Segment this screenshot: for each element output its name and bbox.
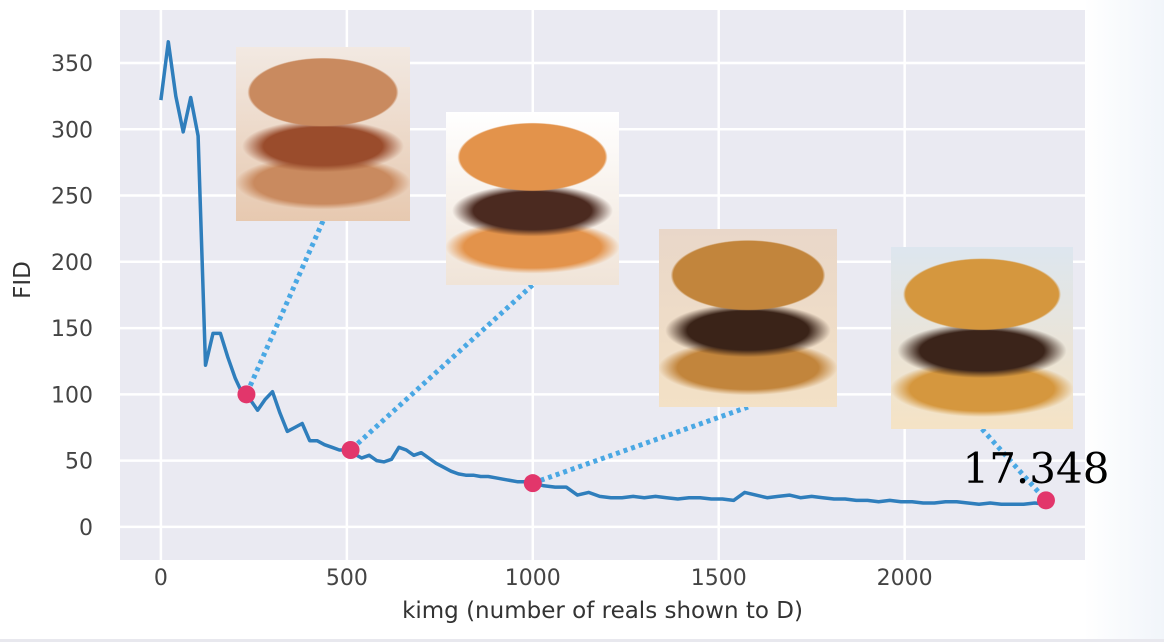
final-fid-annotation: 17.348 bbox=[962, 444, 1109, 493]
x-tick-label: 1500 bbox=[691, 566, 747, 591]
fid-series-line bbox=[159, 40, 1047, 507]
y-tick-label: 0 bbox=[79, 516, 93, 541]
highlight-point bbox=[523, 474, 542, 493]
highlight-point bbox=[1036, 491, 1055, 510]
x-tick-label: 1000 bbox=[505, 566, 561, 591]
sample-image-2 bbox=[446, 112, 619, 285]
connectors bbox=[244, 219, 1048, 503]
x-tick-label: 2000 bbox=[877, 566, 933, 591]
sample-image-3 bbox=[659, 229, 837, 407]
x-tick-labels: 0 500 1000 1500 2000 bbox=[154, 566, 933, 591]
y-tick-label: 300 bbox=[51, 118, 93, 143]
y-tick-label: 150 bbox=[51, 317, 93, 342]
y-tick-label: 250 bbox=[51, 185, 93, 210]
x-axis-label: kimg (number of reals shown to D) bbox=[402, 598, 803, 624]
y-tick-label: 200 bbox=[51, 251, 93, 276]
highlight-point bbox=[341, 441, 360, 459]
y-tick-label: 50 bbox=[65, 450, 93, 475]
bottom-divider bbox=[0, 639, 1164, 642]
x-tick-label: 500 bbox=[326, 566, 368, 591]
x-tick-label: 0 bbox=[154, 566, 168, 591]
series bbox=[159, 40, 1047, 507]
highlight-points bbox=[237, 385, 1055, 510]
y-tick-label: 350 bbox=[51, 52, 93, 77]
background-fade bbox=[1084, 0, 1164, 642]
y-axis-label: FID bbox=[10, 261, 36, 299]
sample-image-4 bbox=[891, 247, 1073, 429]
highlight-point bbox=[237, 385, 256, 404]
y-tick-labels: 0 50 100 150 200 250 300 350 bbox=[51, 52, 93, 541]
y-tick-label: 100 bbox=[51, 383, 93, 408]
connector-line bbox=[348, 283, 535, 452]
sample-image-1 bbox=[236, 47, 410, 221]
connector-line bbox=[531, 404, 749, 486]
